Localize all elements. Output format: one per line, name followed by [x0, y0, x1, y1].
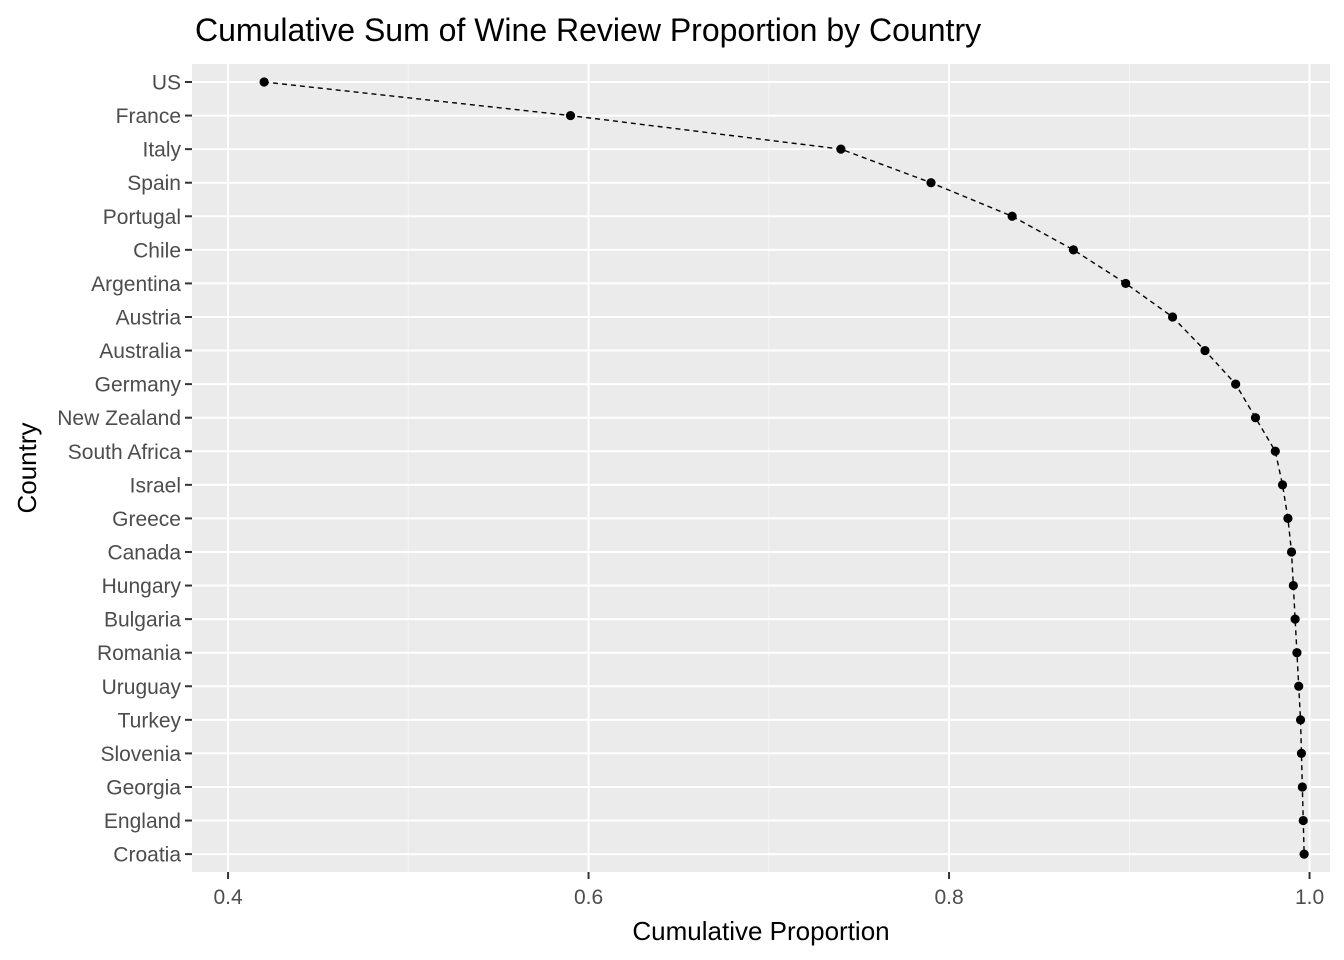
data-point-argentina: [1121, 278, 1131, 289]
data-point-uruguay: [1294, 681, 1304, 691]
y-tick-label: Italy: [142, 139, 181, 162]
y-tick-label: US: [152, 72, 181, 95]
data-point-canada: [1286, 547, 1297, 557]
data-point-portugal: [1007, 211, 1017, 221]
x-tick-label: 0.4: [213, 886, 243, 909]
data-point-france: [565, 110, 576, 121]
data-point-south-africa: [1270, 446, 1280, 456]
panel-background: [192, 64, 1330, 872]
y-tick-label: South Africa: [68, 441, 182, 464]
y-tick-label: Hungary: [102, 575, 182, 598]
data-point-austria: [1167, 312, 1178, 322]
y-tick-label: Chile: [133, 239, 181, 262]
y-tick-label: Croatia: [113, 844, 181, 867]
y-tick-label: Portugal: [103, 206, 181, 229]
data-point-chile: [1068, 245, 1079, 255]
y-tick-label: Uruguay: [102, 676, 182, 699]
y-tick-label: Romania: [97, 642, 181, 665]
y-axis-title: Country: [12, 422, 42, 513]
y-tick-label: New Zealand: [57, 407, 181, 430]
series-line: [264, 81, 1305, 855]
data-point-germany: [1231, 379, 1241, 389]
x-tick-label: 1.0: [1295, 886, 1324, 909]
y-tick-label: Turkey: [118, 709, 182, 732]
y-tick-label: Austria: [116, 306, 182, 329]
data-point-croatia: [1299, 849, 1309, 859]
y-tick-label: Georgia: [106, 776, 181, 799]
data-point-australia: [1200, 345, 1210, 356]
y-tick-label: Argentina: [91, 273, 181, 296]
x-axis-title: Cumulative Proportion: [632, 916, 889, 946]
y-tick-label: Australia: [99, 340, 181, 363]
data-point-new-zealand: [1250, 413, 1261, 423]
data-point-greece: [1283, 513, 1293, 524]
data-point-england: [1298, 815, 1308, 826]
data-point-turkey: [1295, 715, 1306, 725]
x-tick-label: 0.6: [574, 886, 603, 909]
data-point-hungary: [1288, 580, 1298, 591]
y-tick-label: Slovenia: [100, 743, 181, 766]
data-point-georgia: [1297, 782, 1307, 792]
data-point-israel: [1277, 480, 1288, 490]
y-tick-label: England: [104, 810, 181, 833]
x-tick-label: 0.8: [934, 886, 963, 909]
y-tick-label: Greece: [112, 508, 181, 531]
y-tick-label: France: [116, 105, 181, 128]
data-point-italy: [836, 144, 846, 154]
data-point-slovenia: [1296, 748, 1307, 759]
plot-area: US France Italy Spain Portugal Chile Argentina…: [57, 64, 1330, 909]
y-tick-label: Spain: [127, 172, 181, 195]
chart-title: Cumulative Sum of Wine Review Proportion…: [195, 12, 981, 48]
y-tick-label: Israel: [130, 474, 181, 497]
data-point-romania: [1292, 648, 1302, 658]
y-tick-label: Germany: [95, 374, 182, 397]
y-tick-label: Bulgaria: [104, 609, 181, 632]
data-point-us: [259, 77, 269, 87]
y-tick-label: Canada: [107, 541, 181, 564]
data-point-spain: [926, 178, 936, 188]
data-point-bulgaria: [1290, 614, 1300, 624]
